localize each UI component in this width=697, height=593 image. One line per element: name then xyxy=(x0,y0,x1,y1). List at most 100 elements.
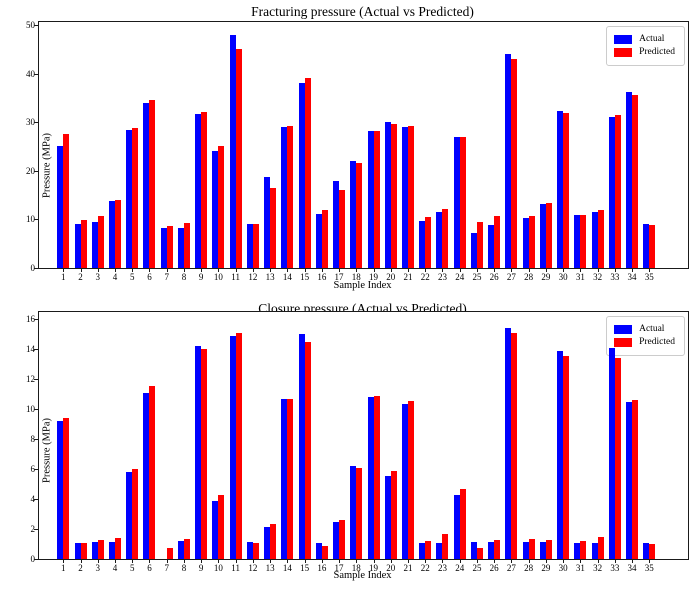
bar-predicted xyxy=(597,210,604,268)
bar-predicted xyxy=(201,112,208,268)
bar-actual xyxy=(74,542,81,559)
x-tick-label: 15 xyxy=(300,563,310,573)
tick-mark xyxy=(34,268,38,269)
bar-predicted xyxy=(373,130,380,268)
bar-predicted xyxy=(270,187,277,268)
x-tick-label: 14 xyxy=(282,563,292,573)
bar-predicted xyxy=(304,341,311,559)
bar-predicted xyxy=(356,467,363,559)
x-tick-label: 4 xyxy=(112,272,118,282)
x-tick-label: 28 xyxy=(524,563,534,573)
tick-mark xyxy=(34,24,38,26)
legend: Actual Predicted xyxy=(606,316,685,356)
x-tick-label: 3 xyxy=(95,563,101,573)
x-tick-label: 35 xyxy=(644,272,654,282)
bar-actual xyxy=(505,54,512,268)
fracturing-pressure-chart: Fracturing pressure (Actual vs Predicted… xyxy=(0,0,697,296)
tick-mark xyxy=(80,268,82,272)
bar-actual xyxy=(212,500,219,559)
x-tick-label: 24 xyxy=(455,272,465,282)
bar-predicted xyxy=(632,399,639,559)
tick-mark xyxy=(34,122,38,124)
bar-actual xyxy=(643,542,650,559)
y-tick-label: 6 xyxy=(30,464,36,475)
tick-mark xyxy=(270,559,272,563)
bar-actual xyxy=(281,398,288,559)
x-tick-label: 24 xyxy=(455,563,465,573)
x-tick-label: 12 xyxy=(248,563,258,573)
legend-item-predicted: Predicted xyxy=(614,337,675,348)
tick-mark xyxy=(339,559,341,563)
bar-predicted xyxy=(528,538,535,559)
x-tick-label: 14 xyxy=(282,272,292,282)
tick-mark xyxy=(115,268,116,272)
tick-mark xyxy=(356,559,358,563)
bar-actual xyxy=(57,146,64,268)
x-tick-label: 2 xyxy=(78,563,83,573)
bar-predicted xyxy=(408,401,414,559)
y-tick-label: 30 xyxy=(26,117,35,128)
y-tick-label: 16 xyxy=(26,314,35,325)
bar-actual xyxy=(298,83,305,268)
tick-mark xyxy=(614,268,616,272)
y-tick-label: 0 xyxy=(30,554,36,564)
x-tick-label: 29 xyxy=(541,272,551,282)
bar-actual xyxy=(264,526,271,559)
bar-actual xyxy=(505,327,512,559)
tick-mark xyxy=(476,268,478,272)
bar-actual xyxy=(281,127,288,268)
x-tick-label: 5 xyxy=(129,563,135,573)
x-tick-label: 26 xyxy=(489,563,499,573)
x-axis-label: Sample Index xyxy=(333,280,392,291)
x-tick-label: 17 xyxy=(334,272,344,282)
bar-actual xyxy=(350,466,357,559)
legend-item-actual: Actual xyxy=(614,34,675,45)
bar-predicted xyxy=(649,224,656,268)
bar-actual xyxy=(574,215,581,268)
bar-actual xyxy=(453,136,460,268)
x-tick-label: 1 xyxy=(61,272,66,282)
bar-predicted xyxy=(235,332,242,559)
bar-actual xyxy=(315,213,322,268)
bar-predicted xyxy=(494,215,501,268)
x-tick-label: 17 xyxy=(334,563,344,573)
bar-predicted xyxy=(339,189,346,268)
bar-predicted xyxy=(201,349,208,559)
tick-mark xyxy=(390,559,392,563)
tick-mark xyxy=(63,268,65,272)
bar-predicted xyxy=(166,225,173,268)
x-tick-label: 2 xyxy=(78,272,83,282)
x-tick-label: 7 xyxy=(164,272,169,282)
bar-actual xyxy=(195,345,202,559)
x-tick-label: 9 xyxy=(198,563,204,573)
y-tick-label: 40 xyxy=(26,68,35,79)
bar-actual xyxy=(229,34,236,268)
bar-actual xyxy=(557,110,564,268)
x-tick-label: 32 xyxy=(593,272,603,282)
x-tick-label: 10 xyxy=(213,272,223,282)
bar-actual xyxy=(126,130,133,268)
tick-mark xyxy=(34,170,38,172)
legend-item-actual: Actual xyxy=(614,324,675,335)
bar-predicted xyxy=(373,395,380,559)
chart-title: Fracturing pressure (Actual vs Predicted… xyxy=(251,4,474,19)
y-tick-label: 4 xyxy=(30,494,36,505)
tick-mark xyxy=(511,268,513,272)
bar-actual xyxy=(522,217,529,268)
y-tick-label: 0 xyxy=(30,263,36,273)
y-tick-label: 12 xyxy=(26,374,35,385)
tick-mark xyxy=(183,268,185,272)
x-tick-label: 34 xyxy=(627,563,637,573)
tick-mark xyxy=(115,559,116,563)
tick-mark xyxy=(494,268,496,272)
tick-mark xyxy=(97,559,99,563)
tick-mark xyxy=(183,559,185,563)
bar-actual xyxy=(160,228,167,268)
legend-label-actual: Actual xyxy=(639,324,665,334)
bar-predicted xyxy=(218,495,225,559)
tick-mark xyxy=(494,559,496,563)
bar-predicted xyxy=(442,534,449,559)
bar-predicted xyxy=(287,125,294,268)
tick-mark xyxy=(132,268,134,272)
bar-predicted xyxy=(80,543,87,559)
